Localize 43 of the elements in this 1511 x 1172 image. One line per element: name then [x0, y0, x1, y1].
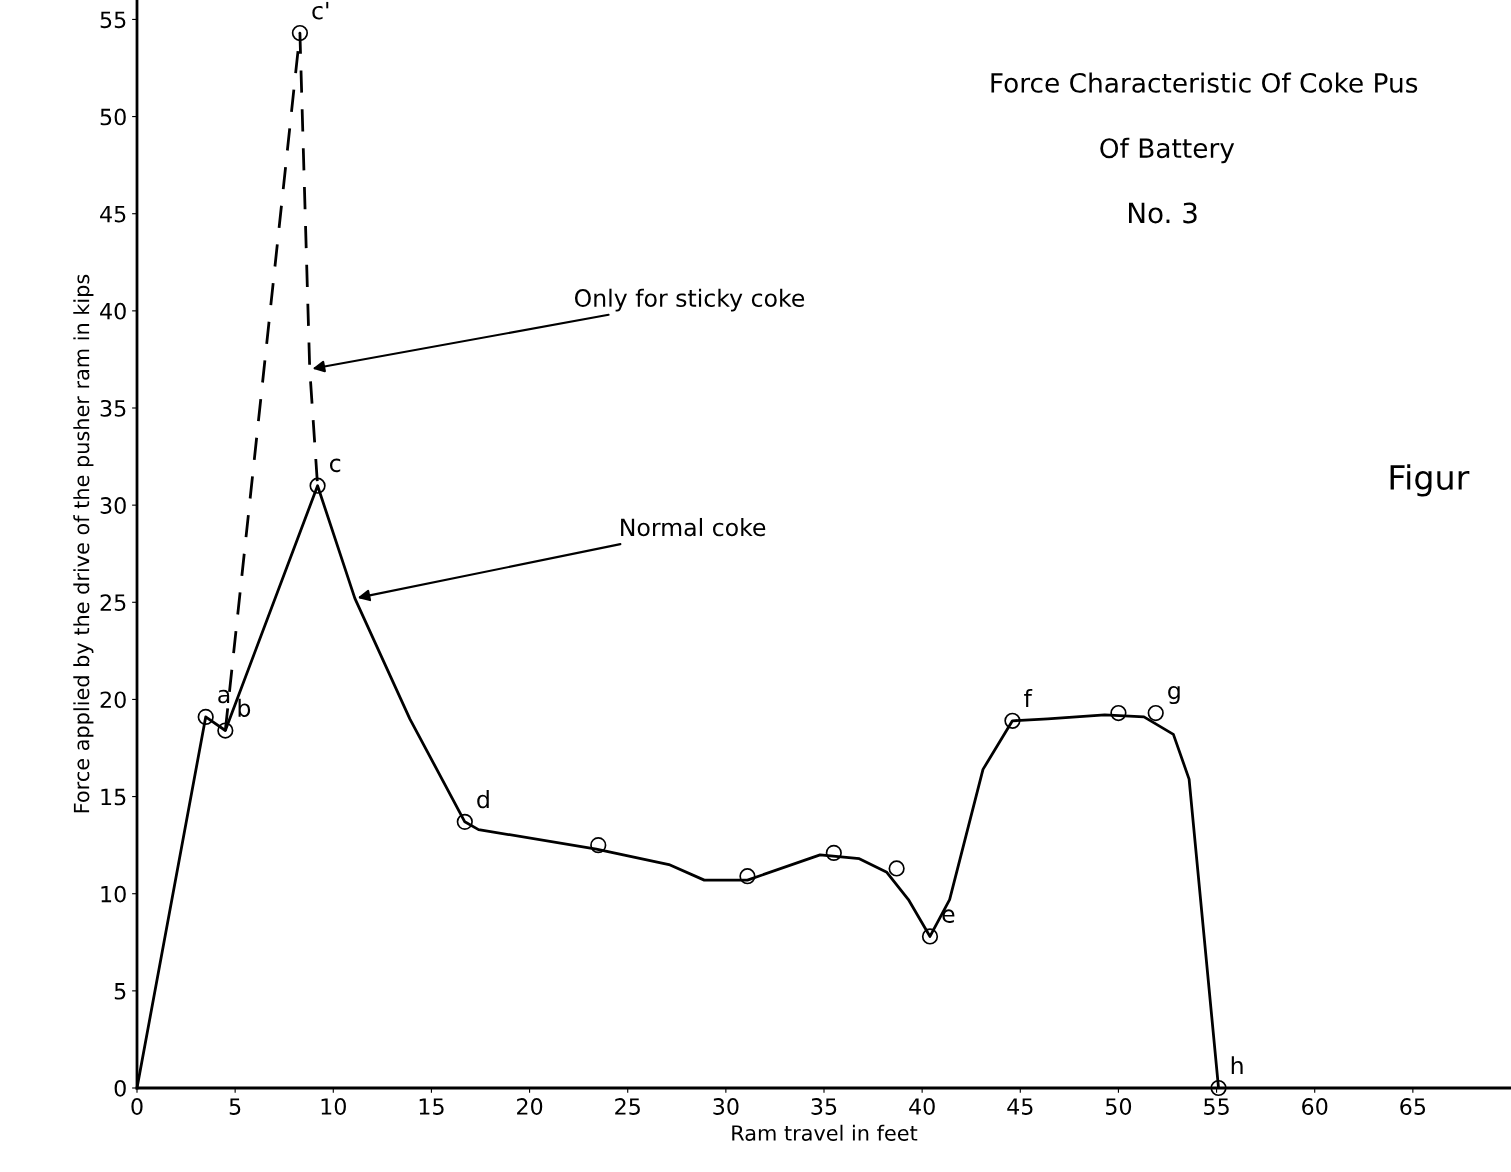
annotation: c	[330, 458, 341, 473]
annotation: Only for sticky coke	[574, 288, 805, 312]
text: Force Characteristic Of Coke Pus	[991, 72, 1418, 93]
annotation: g	[1168, 685, 1180, 705]
x-tick-label: 40	[909, 1098, 935, 1115]
y-tick-label: 45	[100, 205, 126, 223]
annotation: a	[218, 689, 230, 704]
x-axis-title: Ram travel in feet	[732, 1124, 918, 1141]
y-tick-label: 30	[100, 497, 126, 514]
y-axis-title: Force applied by the drive of the pusher ram in kips	[73, 274, 94, 813]
x-tick-label: 30	[713, 1098, 739, 1115]
annotation: e	[942, 909, 955, 923]
y-tick-label: 55	[100, 11, 126, 29]
x-tick-label: 50	[1106, 1098, 1132, 1115]
x-tick-label: 65	[1400, 1098, 1426, 1115]
annotation: c'	[312, 1, 329, 20]
annotation: Figur	[1390, 464, 1470, 497]
text: Of Battery	[1100, 137, 1235, 164]
y-tick-label: 25	[100, 594, 126, 612]
x-tick-label: 35	[811, 1098, 837, 1115]
annotation: b	[238, 698, 251, 717]
y-tick-label: 10	[101, 885, 126, 903]
x-tick-label: 20	[517, 1098, 543, 1115]
annotation: Normal coke	[621, 517, 766, 537]
y-tick-label: 35	[100, 399, 126, 417]
y-tick-label: 40	[100, 302, 126, 320]
x-tick-label: 25	[615, 1098, 640, 1115]
x-tick-label: 60	[1302, 1098, 1328, 1115]
y-tick-label: 20	[100, 691, 126, 709]
y-tick-label: 5	[114, 983, 126, 1000]
annotation: No. 3	[1129, 202, 1197, 224]
x-tick-label: 15	[419, 1098, 444, 1115]
y-tick-label: 0	[114, 1079, 126, 1097]
x-tick-label: 45	[1007, 1098, 1033, 1115]
x-tick-label: 55	[1204, 1098, 1229, 1115]
x-tick-label: 10	[321, 1098, 346, 1115]
y-tick-label: 15	[101, 788, 126, 806]
y-tick-label: 50	[100, 108, 126, 126]
x-tick-label: 0	[131, 1098, 143, 1115]
annotation: f	[1024, 688, 1033, 707]
annotation: d	[477, 790, 489, 809]
x-tick-label: 5	[229, 1098, 241, 1115]
annotation: h	[1231, 1056, 1243, 1075]
